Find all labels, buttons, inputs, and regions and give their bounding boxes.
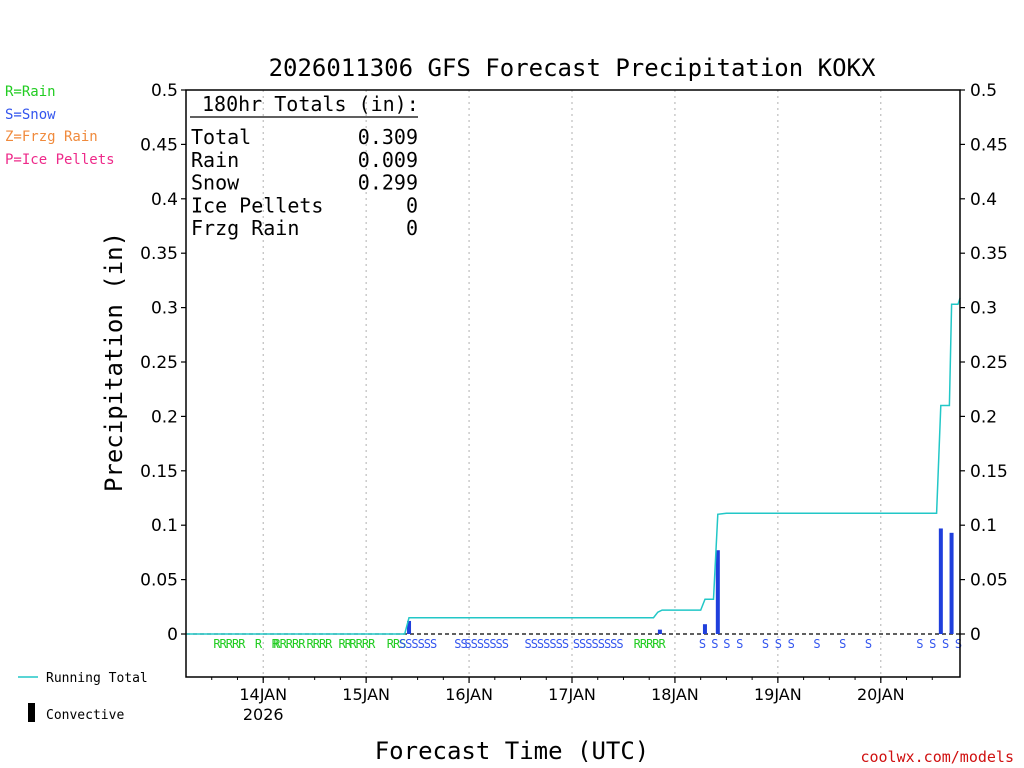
y-tick-label-left: 0.25 [140, 353, 178, 373]
ptype-legend: R=Rain S=Snow Z=Frzg Rain P=Ice Pellets [5, 84, 115, 168]
convective-bar [657, 629, 662, 634]
legend-convective-swatch [28, 703, 35, 722]
ptype-marker: SSSSSSSS [573, 637, 624, 651]
legend-snow: S=Snow [5, 107, 56, 123]
y-tick-label-right: 0.15 [970, 462, 1008, 482]
convective-bar [407, 620, 412, 634]
ptype-marker: RRS [387, 637, 406, 651]
ptype-marker: SSSSSSS [464, 637, 508, 651]
x-tick-label: 18JAN [651, 685, 699, 704]
ptype-marker: S [699, 637, 706, 651]
ptype-marker: R [255, 637, 263, 651]
convective-bar [949, 532, 954, 634]
y-tick-label-left: 0.05 [140, 571, 178, 591]
ptype-marker: S [723, 637, 730, 651]
totals-row-value: 0.299 [358, 171, 418, 195]
totals-row-label: Frzg Rain [191, 216, 299, 240]
ptype-marker: S [942, 637, 949, 651]
totals-row-value: 0 [406, 193, 418, 217]
y-tick-label-right: 0.1 [970, 516, 997, 536]
x-tick-label: 14JAN [239, 685, 287, 704]
totals-box: 180hr Totals (in): Total 0.309 Rain 0.009 Sn… [190, 92, 419, 240]
x-axis-label: Forecast Time (UTC) [375, 737, 650, 765]
x-tick-label: 15JAN [342, 685, 390, 704]
y-tick-label-right: 0.45 [970, 135, 1008, 155]
y-tick-label-left: 0.15 [140, 462, 178, 482]
totals-row-label: Snow [191, 171, 240, 195]
y-axis-right: 0 0.05 0.1 0.15 0.2 0.25 0.3 0.35 0.4 0.45 0.5 [960, 81, 1008, 645]
y-tick-label-left: 0.5 [151, 81, 178, 101]
running-total-line [186, 297, 961, 635]
legend-rain: R=Rain [5, 84, 56, 100]
y-axis-left: 0 0.05 0.1 0.15 0.2 0.25 0.3 0.35 0.4 0.45 0.5 [140, 81, 186, 645]
y-tick-label-right: 0.4 [970, 190, 997, 210]
convective-bar [938, 528, 943, 634]
totals-row-value: 0.309 [358, 125, 418, 149]
convective-bar [702, 624, 707, 634]
convective-bar [715, 550, 720, 634]
ptype-marker: SS [454, 637, 467, 651]
ptype-marker: RRRRR [634, 637, 667, 651]
y-tick-label-left: 0.2 [151, 407, 178, 427]
x-tick-label: 19JAN [754, 685, 802, 704]
y-tick-label-right: 0.2 [970, 407, 997, 427]
x-tick-sublabel: 2026 [243, 705, 284, 724]
legend-convective: Convective [46, 708, 124, 723]
totals-row-label: Ice Pellets [191, 193, 323, 217]
ptype-marker: RRRR [307, 637, 334, 651]
ptype-marker: S [736, 637, 743, 651]
plot-frame [185, 89, 961, 678]
ptype-marker: S [813, 637, 820, 651]
y-tick-label-right: 0.25 [970, 353, 1008, 373]
ptype-marker: RRRRR [213, 637, 246, 651]
y-tick-label-left: 0.35 [140, 244, 178, 264]
ptype-marker: S [916, 637, 923, 651]
ptype-marker: S [839, 637, 846, 651]
ptype-marker: SSSSSS [399, 637, 437, 651]
y-tick-label-left: 0 [167, 625, 178, 645]
ptype-marker: S [865, 637, 872, 651]
y-axis-label: Precipitation (in) [100, 232, 128, 492]
x-tick-label: 20JAN [857, 685, 905, 704]
ptype-marker: SSSSSSS [524, 637, 568, 651]
legend-ice-pellets: P=Ice Pellets [5, 152, 115, 168]
ptype-marker: RR [338, 637, 352, 651]
series-legend: Running Total Convective [18, 671, 148, 723]
credit-link[interactable]: coolwx.com/models [860, 748, 1014, 766]
totals-row-value: 0.009 [358, 148, 418, 172]
y-tick-label-left: 0.3 [151, 299, 178, 319]
y-tick-label-right: 0 [970, 625, 981, 645]
totals-row-label: Rain [191, 148, 239, 172]
y-tick-label-right: 0.35 [970, 244, 1008, 264]
legend-frzg-rain: Z=Frzg Rain [5, 129, 98, 145]
grid-lines [262, 90, 882, 677]
ptype-marker: S [775, 637, 782, 651]
convective-bars [407, 528, 954, 634]
ptype-marker: S [788, 637, 795, 651]
y-tick-label-right: 0.3 [970, 299, 997, 319]
y-tick-label-right: 0.5 [970, 81, 997, 101]
ptype-marker: S [711, 637, 718, 651]
ptype-marker: S [929, 637, 936, 651]
y-tick-label-right: 0.05 [970, 571, 1008, 591]
totals-heading: 180hr Totals (in): [202, 92, 419, 116]
legend-running-total: Running Total [46, 671, 148, 686]
ptype-marker: RRRRR [273, 637, 306, 651]
ptype-marker: S [955, 637, 962, 651]
x-tick-label: 17JAN [548, 685, 596, 704]
y-tick-label-left: 0.45 [140, 135, 178, 155]
y-tick-label-left: 0.1 [151, 516, 178, 536]
y-tick-label-left: 0.4 [151, 190, 178, 210]
ptype-marker: S [762, 637, 769, 651]
ptype-marker: R [272, 637, 280, 651]
x-tick-label: 16JAN [445, 685, 493, 704]
totals-row-value: 0 [406, 216, 418, 240]
ptype-marker: RRRR [349, 637, 376, 651]
totals-row-label: Total [191, 125, 251, 149]
chart-title: 2026011306 GFS Forecast Precipitation KO… [269, 54, 876, 82]
